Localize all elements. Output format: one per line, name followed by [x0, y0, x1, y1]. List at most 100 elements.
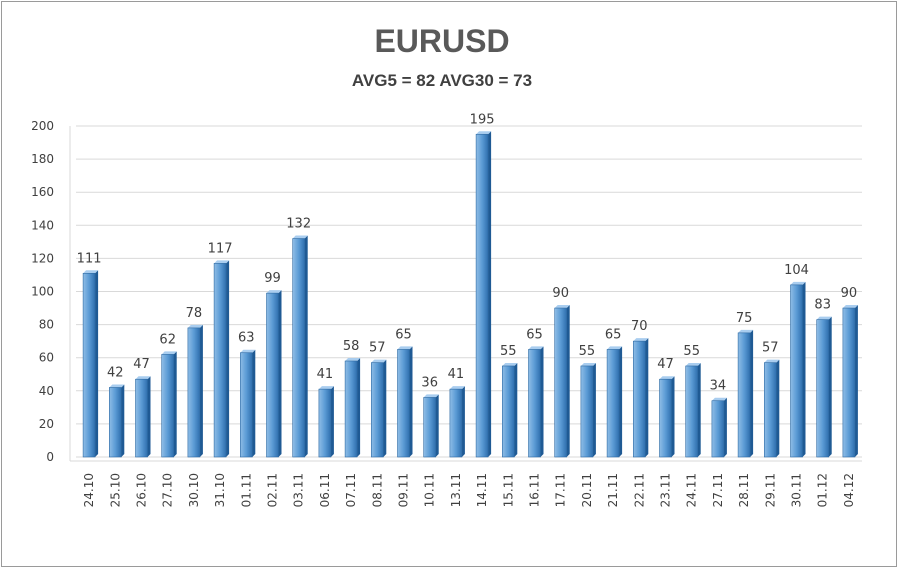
data-label: 36 [421, 375, 438, 390]
bar [737, 332, 751, 458]
bar-side [488, 131, 492, 457]
data-label: 104 [784, 263, 809, 278]
x-tick-label: 25.10 [108, 473, 122, 507]
x-tick-label: 08.11 [370, 473, 384, 507]
bar-side [697, 362, 701, 457]
chart-subtitle: AVG5 = 82 AVG30 = 73 [352, 71, 532, 90]
bar [187, 327, 201, 458]
bar-side [776, 359, 780, 457]
bar [580, 365, 594, 458]
x-tick-label: 23.11 [659, 473, 673, 507]
bar-top [449, 386, 465, 390]
data-label: 57 [369, 341, 386, 356]
bar-top [292, 235, 308, 239]
y-tick-label: 100 [31, 285, 54, 299]
bar-top [580, 362, 596, 366]
bar-top [816, 316, 832, 320]
data-label: 41 [317, 367, 334, 382]
bar-top [161, 351, 177, 355]
bar-side [95, 270, 99, 457]
bar-side [330, 386, 334, 457]
x-tick-label: 24.10 [82, 473, 96, 507]
data-label: 65 [605, 327, 622, 342]
bar-top [187, 324, 203, 328]
bar-top [240, 349, 256, 353]
bar-top [685, 362, 701, 366]
x-tick-label: 15.11 [501, 473, 515, 507]
bar [161, 354, 174, 458]
bar-side [592, 362, 596, 457]
y-tick-label: 20 [39, 417, 54, 431]
bar-side [435, 394, 439, 457]
bar [790, 284, 803, 458]
data-label: 90 [552, 286, 569, 301]
x-tick-label: 17.11 [554, 473, 568, 507]
x-tick-label: 20.11 [580, 473, 594, 507]
data-label: 70 [631, 319, 648, 334]
bar [397, 349, 410, 458]
bar [213, 263, 227, 458]
data-label: 75 [736, 311, 753, 326]
data-label: 62 [159, 332, 176, 347]
bar-side [409, 346, 413, 457]
bar-top [607, 346, 623, 350]
bar-side [671, 376, 675, 457]
bar-top [502, 362, 518, 366]
bar-top [345, 358, 361, 362]
bar-side [461, 386, 465, 457]
x-tick-label: 28.11 [737, 473, 751, 507]
bar-side [278, 290, 282, 457]
x-tick-label: 27.11 [711, 473, 725, 507]
bar-side [540, 346, 544, 457]
x-tick-label: 26.10 [135, 473, 149, 507]
data-label: 117 [208, 241, 233, 256]
bar-top [738, 329, 754, 333]
x-tick-label: 06.11 [318, 473, 332, 507]
x-tick-label: 10.11 [423, 473, 437, 507]
bar [554, 307, 568, 458]
bar-side [199, 324, 203, 457]
data-labels: 111 42 47 62 78 117 63 99 132 41 58 57 65 36 41 195 55 65… [77, 112, 857, 393]
bar-top [109, 384, 125, 388]
x-tick-label: 21.11 [606, 473, 620, 507]
x-tick-label: 02.11 [266, 473, 280, 507]
y-tick-label: 140 [31, 218, 54, 232]
bar [711, 400, 725, 458]
data-label: 55 [683, 344, 700, 359]
bar [109, 387, 122, 458]
x-tick-label: 07.11 [344, 473, 358, 507]
data-label: 90 [841, 286, 858, 301]
data-label: 55 [500, 344, 517, 359]
bar [528, 349, 541, 458]
y-tick-label: 180 [31, 152, 54, 166]
bar-side [566, 305, 570, 457]
bar-top [266, 290, 282, 294]
bar [370, 362, 384, 458]
bar [842, 307, 856, 458]
x-tick-label: 30.11 [790, 473, 804, 507]
bar-top [842, 305, 858, 309]
data-label: 65 [526, 327, 543, 342]
y-tick-label: 60 [39, 351, 54, 365]
bar [292, 238, 306, 458]
x-tick-label: 24.11 [685, 473, 699, 507]
bar-top [790, 281, 806, 285]
bar-top [214, 260, 230, 264]
x-tick-label: 27.10 [161, 473, 175, 507]
bar-top [318, 386, 334, 390]
data-label: 34 [710, 379, 727, 394]
data-label: 111 [77, 251, 102, 266]
data-label: 132 [286, 217, 311, 232]
bar [240, 352, 253, 458]
y-tick-label: 80 [39, 318, 54, 332]
bar-top [528, 346, 544, 350]
data-label: 55 [579, 344, 596, 359]
y-tick-label: 40 [39, 384, 54, 398]
x-tick-label: 29.11 [763, 473, 777, 507]
bar-side [854, 305, 858, 457]
chart-title: EURUSD [374, 23, 509, 59]
y-tick-label: 0 [46, 450, 54, 464]
bar [685, 365, 699, 458]
bar-side [121, 384, 125, 457]
